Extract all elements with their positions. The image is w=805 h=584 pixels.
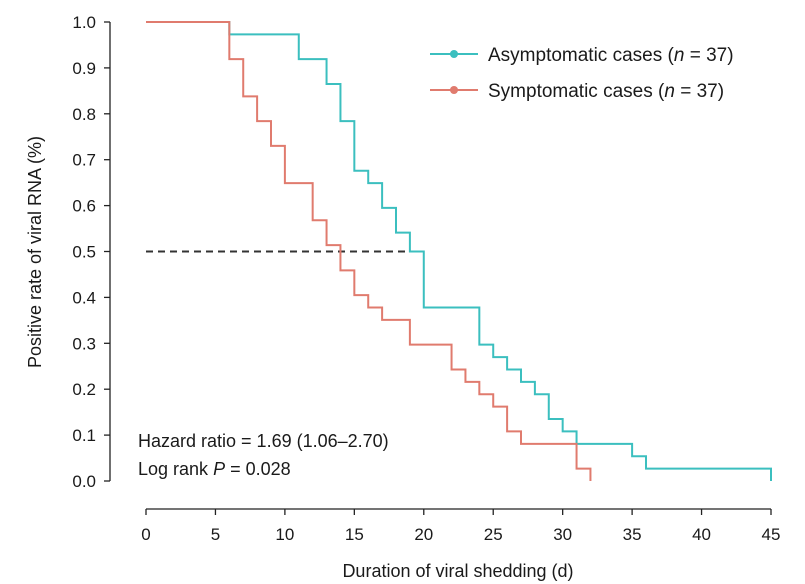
- legend-label-symptomatic: Symptomatic cases (n = 37): [488, 81, 724, 102]
- x-tick-label: 0: [141, 525, 150, 544]
- legend-paren-open: (: [658, 81, 665, 102]
- hazard-ratio-text: Hazard ratio = 1.69 (1.06–2.70): [138, 431, 389, 451]
- legend-item-asymptomatic: Asymptomatic cases (n = 37): [430, 45, 734, 66]
- y-tick-label: 0.2: [72, 380, 96, 399]
- x-tick-label: 30: [553, 525, 572, 544]
- log-rank-text: Log rank P = 0.028: [138, 459, 291, 479]
- legend-marker-asymptomatic: [450, 50, 458, 58]
- x-tick-label: 25: [484, 525, 503, 544]
- legend-name-asymptomatic: Asymptomatic cases: [488, 45, 662, 66]
- y-tick-label: 0.5: [72, 243, 96, 262]
- y-tick-label: 0.6: [72, 197, 96, 216]
- p-value: = 0.028: [230, 459, 291, 479]
- legend: Asymptomatic cases (n = 37) Symptomatic …: [430, 45, 734, 102]
- legend-paren-open: (: [668, 45, 675, 66]
- y-tick-label: 0.3: [72, 334, 96, 353]
- legend-name-symptomatic: Symptomatic cases: [488, 81, 653, 102]
- y-tick-label: 1.0: [72, 13, 96, 32]
- x-tick-label: 35: [623, 525, 642, 544]
- y-tick-label: 0.1: [72, 426, 96, 445]
- plot-area: [146, 21, 772, 481]
- p-symbol: P: [213, 459, 225, 479]
- series-line-symptomatic: [146, 21, 592, 481]
- legend-n-asymptomatic: n: [674, 45, 685, 66]
- y-tick-label: 0.0: [72, 472, 96, 491]
- y-tick-label: 0.4: [72, 288, 96, 307]
- y-tick-label: 0.8: [72, 105, 96, 124]
- annotation: Hazard ratio = 1.69 (1.06–2.70) Log rank…: [138, 431, 389, 479]
- y-axis-title: Positive rate of viral RNA (%): [25, 136, 45, 368]
- legend-label-asymptomatic: Asymptomatic cases (n = 37): [488, 45, 734, 66]
- y-axis: 0.0 0.1 0.2 0.3 0.4 0.5 0.6 0.7 0.8 0.9 1.0: [72, 13, 111, 491]
- x-tick-label: 20: [414, 525, 433, 544]
- legend-marker-symptomatic: [450, 86, 458, 94]
- x-tick-label: 45: [762, 525, 781, 544]
- x-axis-title: Duration of viral shedding (d): [342, 561, 573, 581]
- x-tick-label: 10: [275, 525, 294, 544]
- log-rank-label: Log rank: [138, 459, 209, 479]
- legend-n-value-asymptomatic: = 37): [690, 45, 734, 66]
- x-tick-group: 0 5 10 15 20 25 30 35 40 45: [141, 509, 780, 544]
- legend-n-value-symptomatic: = 37): [680, 81, 724, 102]
- x-tick-label: 40: [692, 525, 711, 544]
- legend-n-symptomatic: n: [664, 81, 675, 102]
- legend-item-symptomatic: Symptomatic cases (n = 37): [430, 81, 724, 102]
- series-line-asymptomatic: [146, 21, 772, 481]
- y-tick-label: 0.9: [72, 59, 96, 78]
- x-axis: 0 5 10 15 20 25 30 35 40 45: [141, 508, 780, 544]
- y-tick-group: 0.0 0.1 0.2 0.3 0.4 0.5 0.6 0.7 0.8 0.9 1.0: [72, 13, 110, 491]
- x-tick-label: 5: [211, 525, 220, 544]
- x-tick-label: 15: [345, 525, 364, 544]
- y-tick-label: 0.7: [72, 151, 96, 170]
